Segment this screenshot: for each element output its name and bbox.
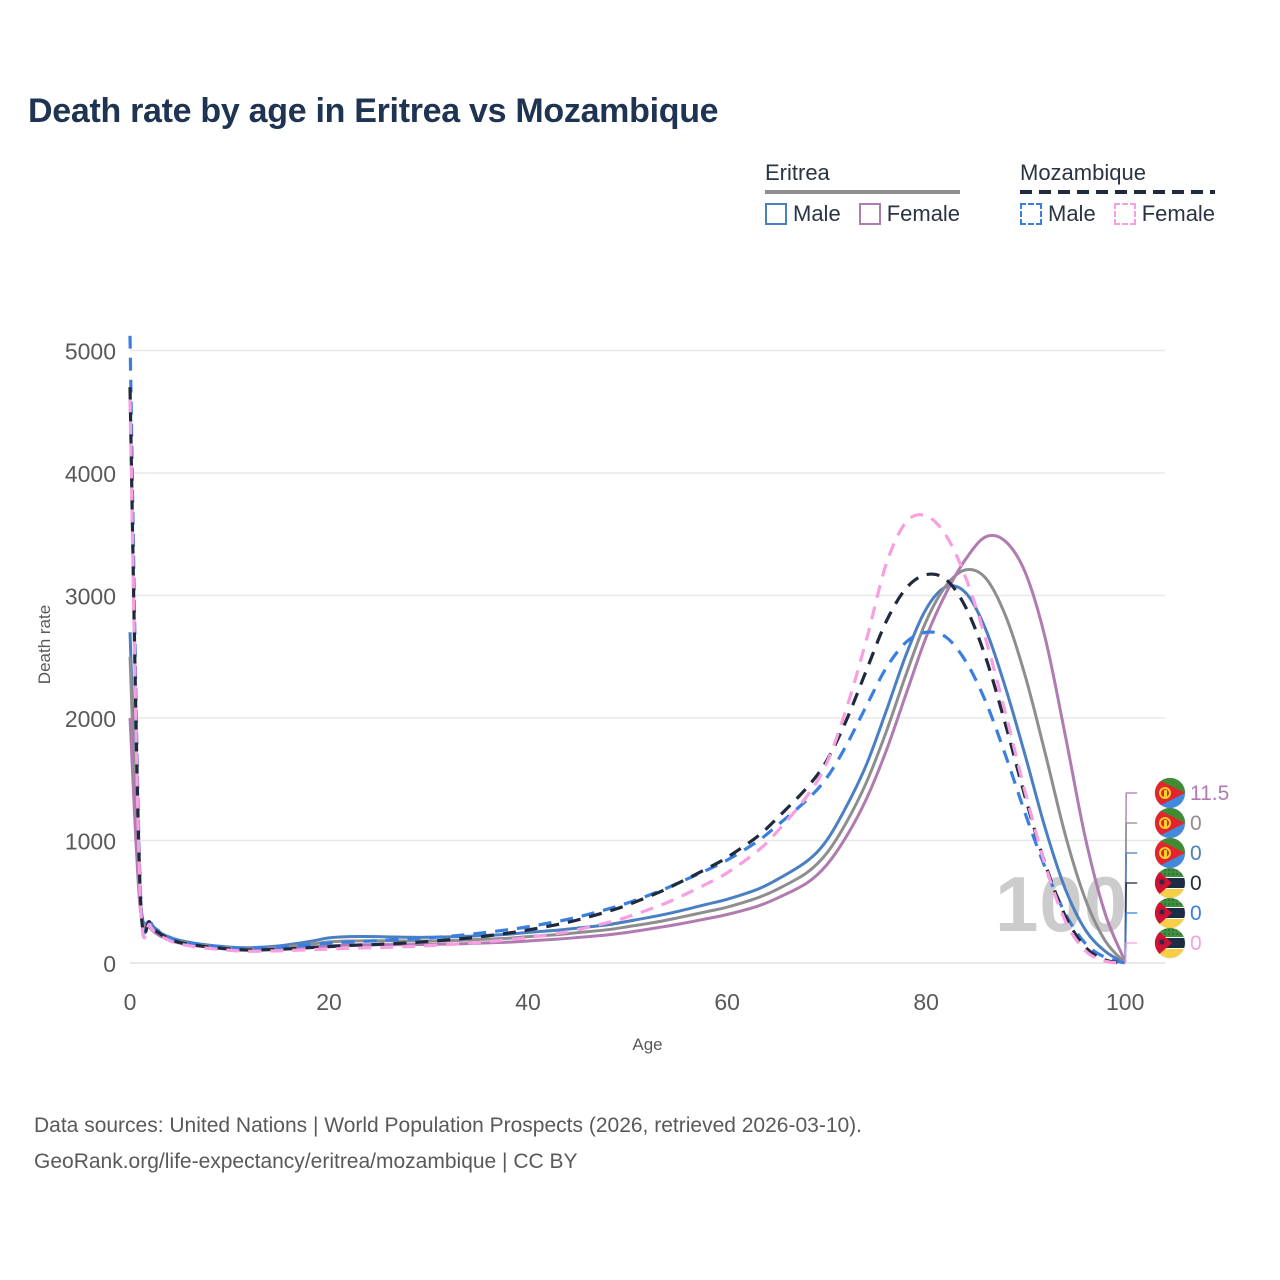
footer: Data sources: United Nations | World Pop… [34, 1108, 862, 1180]
legend-label-mozambique-female: Female [1141, 201, 1216, 226]
eritrea-flag-icon [1155, 778, 1185, 808]
mozambique-flag-icon: ✷ [1155, 928, 1185, 958]
end-marker-value: 11.5 [1190, 781, 1230, 805]
legend-group-title-eritrea: Eritrea [765, 160, 830, 185]
legend-group-title-mozambique: Mozambique [1020, 160, 1146, 185]
end-marker-value: 0 [1190, 901, 1202, 925]
legend-swatch-eritrea-male [765, 203, 787, 225]
series-line-eritrea-female [128, 533, 1127, 963]
y-tick-label: 4000 [65, 461, 116, 487]
end-marker-row: 0 [1155, 808, 1202, 838]
legend-rule-eritrea [765, 190, 961, 194]
legend-item-mozambique-male[interactable]: Male [1020, 203, 1096, 225]
eritrea-flag-icon [1155, 808, 1185, 838]
y-tick-label: 3000 [65, 584, 116, 610]
series-line-mozambique-total [128, 387, 1126, 965]
end-marker-row: ✷ 0 [1155, 868, 1202, 898]
legend: Eritrea Male Female Mozambique Male [760, 160, 1260, 240]
y-tick-label: 0 [103, 951, 116, 977]
x-tick-label: 20 [316, 989, 342, 1015]
legend-group-mozambique: Mozambique Male Female [1020, 160, 1216, 226]
end-marker-value: 0 [1190, 871, 1202, 895]
y-tick-label: 2000 [65, 706, 116, 732]
y-tick-label: 1000 [65, 829, 116, 855]
legend-rule-mozambique [1020, 190, 1216, 194]
end-marker-row: 11.5 [1155, 778, 1229, 808]
legend-item-eritrea-female[interactable]: Female [858, 201, 961, 226]
eritrea-flag-icon [1155, 838, 1185, 868]
y-axis-label: Death rate [35, 605, 54, 684]
end-marker-value: 0 [1190, 811, 1202, 835]
x-tick-label: 60 [714, 989, 740, 1015]
x-axis-label: Age [632, 1035, 662, 1054]
y-tick-label: 5000 [65, 339, 116, 365]
legend-swatch-mozambique-female [1113, 203, 1136, 225]
page-title: Death rate by age in Eritrea vs Mozambiq… [28, 92, 719, 130]
legend-label-eritrea-male: Male [793, 201, 841, 226]
mozambique-flag-icon: ✷ [1155, 868, 1185, 898]
footer-line-attribution[interactable]: GeoRank.org/life-expectancy/eritrea/moza… [34, 1150, 578, 1173]
legend-group-eritrea: Eritrea Male Female [765, 160, 961, 226]
legend-swatch-eritrea-female [858, 203, 881, 225]
mozambique-flag-icon: ✷ [1155, 898, 1185, 928]
end-marker-value: 0 [1190, 931, 1202, 955]
legend-label-mozambique-male: Male [1048, 201, 1096, 226]
series-line-eritrea-male [128, 584, 1126, 965]
x-tick-label: 0 [124, 989, 137, 1015]
legend-item-eritrea-male[interactable]: Male [765, 203, 841, 225]
footer-line-sources: Data sources: United Nations | World Pop… [34, 1114, 863, 1137]
end-marker-value: 0 [1190, 841, 1202, 865]
x-tick-label: 80 [913, 989, 939, 1015]
legend-swatch-mozambique-male [1020, 203, 1042, 225]
series-line-mozambique-male [128, 335, 1126, 965]
end-marker-row: ✷ 0 [1155, 898, 1202, 928]
legend-label-eritrea-female: Female [886, 201, 961, 226]
end-marker-row: 0 [1155, 838, 1202, 868]
x-tick-label: 40 [515, 989, 541, 1015]
end-value-markers: 11.5 0 0 ✷ 0 ✷ 0 ✷ 0 [1155, 778, 1280, 978]
end-marker-row: ✷ 0 [1155, 928, 1202, 958]
x-tick-label: 100 [1106, 989, 1144, 1015]
series-line-mozambique-female [128, 399, 1126, 965]
watermark-age: 100 [995, 860, 1129, 948]
series-line-eritrea-total [128, 567, 1127, 965]
legend-item-mozambique-female[interactable]: Female [1113, 201, 1216, 226]
